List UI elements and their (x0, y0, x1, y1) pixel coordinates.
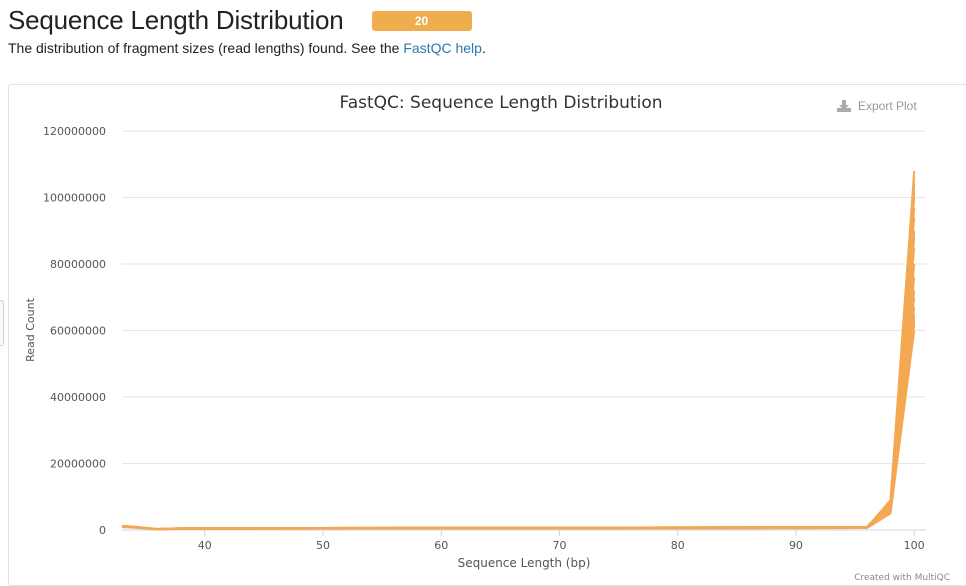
x-tick-label: 70 (552, 539, 566, 552)
y-axis-label: Read Count (24, 297, 37, 361)
x-tick-label: 80 (671, 539, 685, 552)
y-tick-label: 20000000 (50, 458, 106, 471)
y-tick-label: 60000000 (50, 325, 106, 338)
y-tick-label: 0 (99, 524, 106, 537)
series-line-12[interactable] (121, 207, 916, 531)
page-title: Sequence Length Distribution (8, 4, 344, 35)
x-axis-label: Sequence Length (bp) (458, 556, 591, 570)
description-text: The distribution of fragment sizes (read… (8, 40, 404, 56)
y-tick-label: 120000000 (43, 125, 106, 138)
x-tick-label: 90 (789, 539, 803, 552)
x-tick-label: 50 (316, 539, 330, 552)
description-suffix: . (481, 40, 486, 56)
section-description: The distribution of fragment sizes (read… (8, 40, 486, 56)
series-line-1[interactable] (121, 330, 916, 531)
axes: 0 20000000 40000000 60000000 80000000 1000000… (43, 125, 925, 552)
series-line-3[interactable] (121, 317, 916, 531)
series-line-17[interactable] (121, 170, 916, 531)
series-line-6[interactable] (121, 277, 916, 531)
footer-credit: Created with MultiQC (854, 573, 950, 583)
series-line-5[interactable] (121, 290, 916, 531)
series-line-4[interactable] (121, 307, 916, 530)
series-line-8[interactable] (121, 247, 916, 531)
series-line-14[interactable] (121, 190, 916, 531)
y-tick-label: 40000000 (50, 391, 106, 404)
series-line-16[interactable] (121, 177, 916, 530)
y-tick-label: 80000000 (50, 258, 106, 271)
export-plot-button[interactable]: Export Plot (836, 99, 917, 113)
download-icon (837, 100, 851, 112)
series-line-10[interactable] (121, 230, 916, 530)
grid-lines (122, 130, 926, 531)
y-tick-label: 100000000 (43, 192, 106, 205)
series-line-2[interactable] (121, 323, 916, 531)
chart-title: FastQC: Sequence Length Distribution (339, 93, 662, 113)
series-line-20[interactable] (121, 320, 916, 531)
series-line-15[interactable] (121, 184, 916, 531)
series-line-19[interactable] (121, 313, 916, 530)
fastqc-help-link[interactable]: FastQC help (403, 40, 482, 56)
plot-panel (8, 84, 966, 586)
x-tick-label: 100 (904, 539, 925, 552)
x-tick-label: 40 (198, 539, 212, 552)
status-badge[interactable]: 20 (371, 11, 472, 31)
section-header: Sequence Length Distribution 20 (8, 2, 472, 38)
export-plot-label: Export Plot (858, 99, 917, 113)
resize-handle[interactable] (0, 300, 4, 346)
series-line-18[interactable] (121, 297, 916, 531)
series-line-9[interactable] (121, 237, 916, 531)
series-line-13[interactable] (121, 197, 916, 530)
x-tick-label: 60 (434, 539, 448, 552)
series-layer (121, 170, 916, 531)
